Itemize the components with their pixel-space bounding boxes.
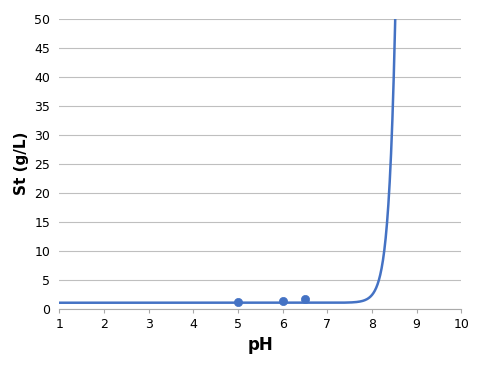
Point <box>279 298 286 304</box>
Y-axis label: St (g/L): St (g/L) <box>14 132 29 195</box>
X-axis label: pH: pH <box>247 336 273 354</box>
Point <box>301 296 309 302</box>
Point <box>234 299 242 305</box>
